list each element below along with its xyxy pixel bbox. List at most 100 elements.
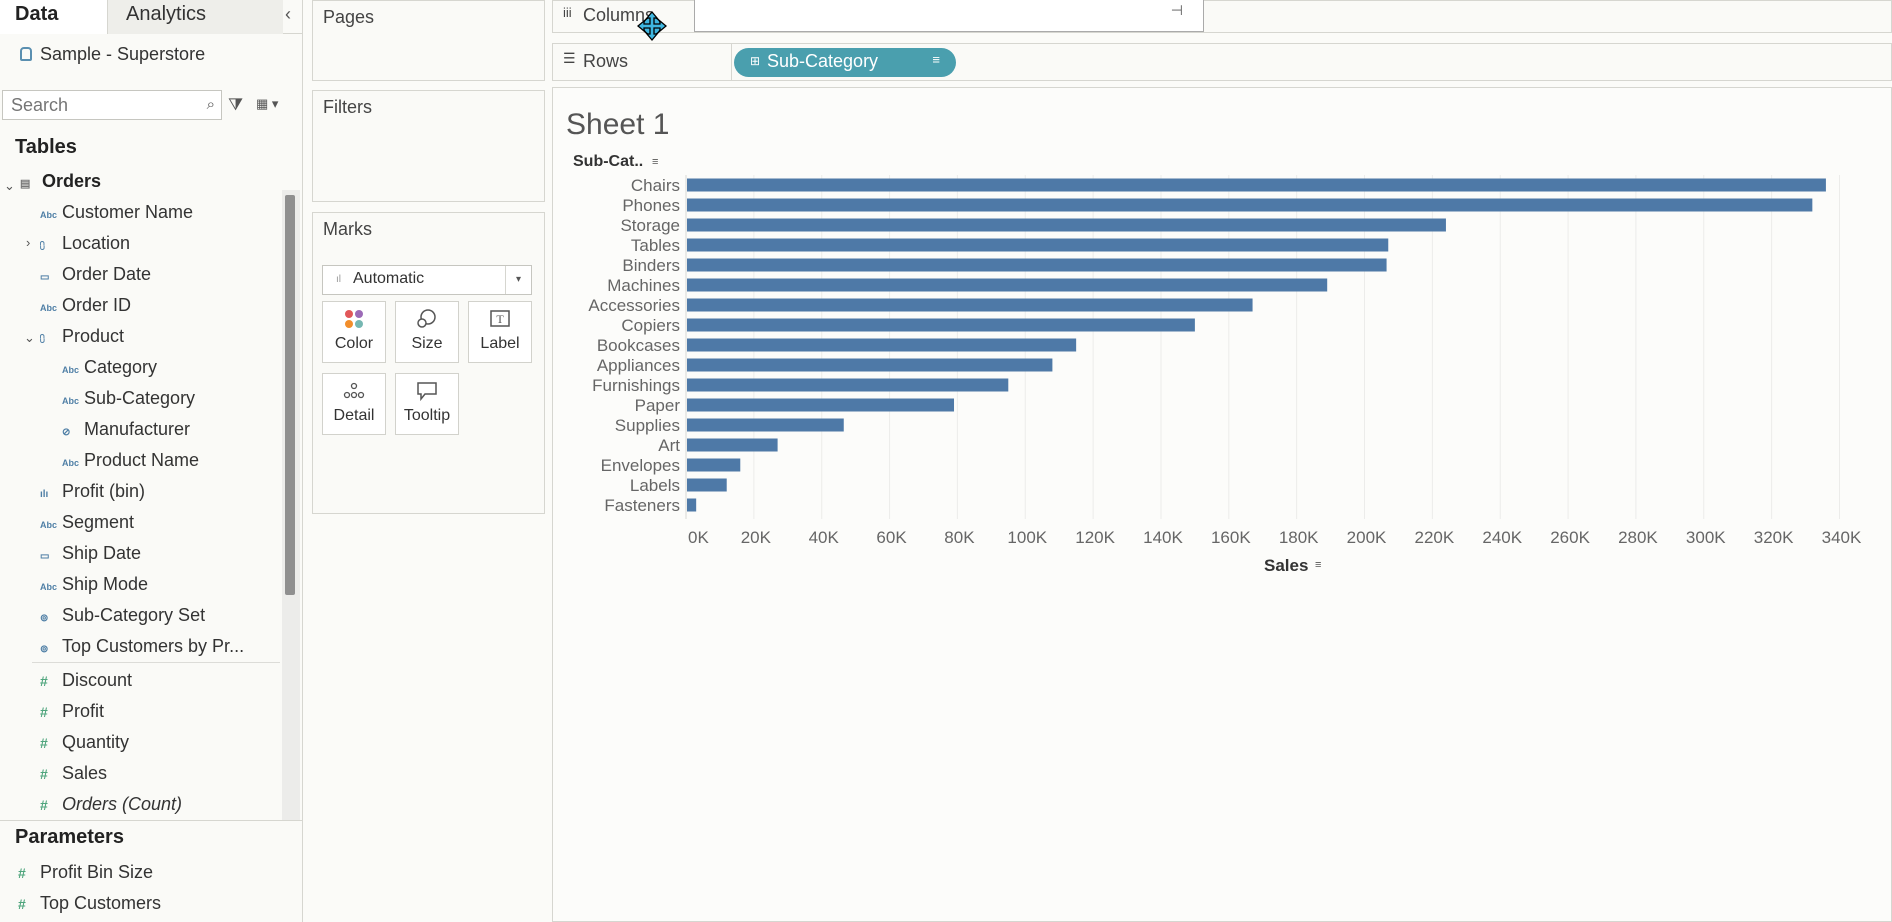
- tab-analytics[interactable]: Analytics: [108, 0, 283, 34]
- field-customer-name[interactable]: Abc Customer Name: [40, 202, 193, 228]
- category-label[interactable]: Furnishings: [592, 376, 680, 395]
- bar[interactable]: [687, 458, 741, 472]
- field-label: Customer Name: [62, 202, 194, 222]
- field-manufacturer[interactable]: ⊘ Manufacturer: [62, 419, 190, 445]
- field-label: Location: [62, 233, 131, 253]
- tab-data[interactable]: Data: [0, 0, 108, 34]
- chevron-down-icon[interactable]: ▾: [505, 266, 531, 294]
- field-sub-category-set[interactable]: ⊚ Sub-Category Set: [40, 605, 205, 631]
- label-button[interactable]: T Label: [468, 301, 532, 363]
- datasource-item[interactable]: Sample - Superstore: [20, 44, 205, 65]
- product-expand-icon[interactable]: ⌄: [24, 330, 35, 345]
- field-order-date[interactable]: ▭ Order Date: [40, 264, 151, 290]
- field-segment[interactable]: Abc Segment: [40, 512, 134, 538]
- param-profit-bin-size[interactable]: # Profit Bin Size: [18, 862, 153, 888]
- bar[interactable]: [687, 238, 1389, 252]
- axis-title-sales[interactable]: Sales: [1264, 556, 1309, 575]
- pages-card[interactable]: Pages: [312, 0, 545, 81]
- svg-text:T: T: [496, 312, 504, 326]
- category-label[interactable]: Art: [658, 436, 680, 455]
- sort-icon[interactable]: ≡: [932, 52, 940, 67]
- size-button[interactable]: Size: [395, 301, 459, 363]
- field-location[interactable]: ⩇ Location: [40, 233, 130, 259]
- bar[interactable]: [687, 298, 1253, 312]
- filter-icon[interactable]: ⧩: [228, 95, 244, 114]
- field-sales[interactable]: # Sales: [40, 763, 107, 789]
- string-icon: Abc: [62, 365, 80, 375]
- field-profit-bin[interactable]: ılı Profit (bin): [40, 481, 145, 507]
- field-orders-count[interactable]: # Orders (Count): [40, 794, 182, 820]
- field-product[interactable]: ⩇ Product: [40, 326, 124, 352]
- bar[interactable]: [687, 498, 697, 512]
- param-top-customers[interactable]: # Top Customers: [18, 893, 161, 919]
- field-ship-date[interactable]: ▭ Ship Date: [40, 543, 141, 569]
- axis-sort-icon[interactable]: ≡: [1315, 559, 1322, 571]
- field-top-customers[interactable]: ⊚ Top Customers by Pr...: [40, 636, 244, 662]
- plus-box-icon[interactable]: ⊞: [750, 54, 761, 68]
- search-icon[interactable]: ⌕: [206, 96, 215, 113]
- category-label[interactable]: Machines: [607, 276, 680, 295]
- x-tick-label: 140K: [1143, 528, 1183, 547]
- tooltip-button[interactable]: Tooltip: [395, 373, 459, 435]
- field-label: Discount: [62, 670, 133, 690]
- string-icon: Abc: [62, 396, 80, 406]
- pill-label: Sub-Category: [767, 51, 879, 71]
- search-input[interactable]: [3, 91, 193, 119]
- field-product-name[interactable]: Abc Product Name: [62, 450, 199, 476]
- category-label[interactable]: Copiers: [621, 316, 680, 335]
- category-label[interactable]: Appliances: [597, 356, 680, 375]
- bar[interactable]: [687, 418, 844, 432]
- bar[interactable]: [687, 258, 1387, 272]
- number-icon: #: [40, 797, 48, 813]
- search-box[interactable]: ⌕: [2, 90, 222, 120]
- mark-type-dropdown[interactable]: ıl Automatic ▾: [322, 265, 532, 295]
- color-icon: [323, 302, 385, 332]
- field-ship-mode[interactable]: Abc Ship Mode: [40, 574, 148, 600]
- bar[interactable]: [687, 398, 955, 412]
- category-label[interactable]: Chairs: [631, 176, 680, 195]
- field-discount[interactable]: # Discount: [40, 670, 132, 696]
- color-button[interactable]: Color: [322, 301, 386, 363]
- bar[interactable]: [687, 438, 778, 452]
- bar[interactable]: [687, 198, 1813, 212]
- orders-expand-icon[interactable]: ⌄: [4, 178, 15, 193]
- category-label[interactable]: Storage: [620, 216, 680, 235]
- bar[interactable]: [687, 338, 1077, 352]
- bar[interactable]: [687, 358, 1053, 372]
- category-label[interactable]: Envelopes: [601, 456, 680, 475]
- bar[interactable]: [687, 318, 1195, 332]
- rows-shelf-icon: ☰: [563, 50, 576, 66]
- field-profit[interactable]: # Profit: [40, 701, 104, 727]
- rows-pill-sub-category[interactable]: ⊞ Sub-Category ≡: [734, 48, 956, 77]
- category-label[interactable]: Accessories: [588, 296, 680, 315]
- bar[interactable]: [687, 378, 1009, 392]
- location-expand-icon[interactable]: ›: [26, 235, 31, 250]
- category-label[interactable]: Labels: [630, 476, 680, 495]
- field-order-id[interactable]: Abc Order ID: [40, 295, 131, 321]
- category-label[interactable]: Tables: [631, 236, 680, 255]
- view-options-icon[interactable]: ▦ ▾: [256, 96, 279, 111]
- detail-button[interactable]: Detail: [322, 373, 386, 435]
- bar[interactable]: [687, 218, 1446, 232]
- hierarchy-icon: ⩇: [40, 334, 45, 345]
- category-label[interactable]: Paper: [635, 396, 681, 415]
- category-label[interactable]: Phones: [622, 196, 680, 215]
- field-quantity[interactable]: # Quantity: [40, 732, 129, 758]
- field-label: Ship Date: [62, 543, 142, 563]
- row-header-label[interactable]: Sub-Cat..: [573, 153, 644, 170]
- bar[interactable]: [687, 278, 1328, 292]
- field-category[interactable]: Abc Category: [62, 357, 157, 383]
- table-orders[interactable]: ▤ Orders: [20, 171, 101, 197]
- bar[interactable]: [687, 178, 1826, 192]
- category-label[interactable]: Fasteners: [604, 496, 680, 515]
- fields-scrollbar-thumb[interactable]: [285, 195, 295, 595]
- row-sort-icon[interactable]: ≡: [652, 156, 659, 168]
- field-sub-category[interactable]: Abc Sub-Category: [62, 388, 195, 414]
- category-label[interactable]: Binders: [622, 256, 680, 275]
- category-label[interactable]: Bookcases: [597, 336, 680, 355]
- filters-card[interactable]: Filters: [312, 90, 545, 202]
- bar[interactable]: [687, 478, 727, 492]
- collapse-pane-icon[interactable]: ‹: [285, 4, 291, 24]
- bar-chart[interactable]: 0K 20K 40K 60K 80K 100K 120K 140K 160K 180K 200K 22…: [560, 170, 1880, 550]
- category-label[interactable]: Supplies: [615, 416, 680, 435]
